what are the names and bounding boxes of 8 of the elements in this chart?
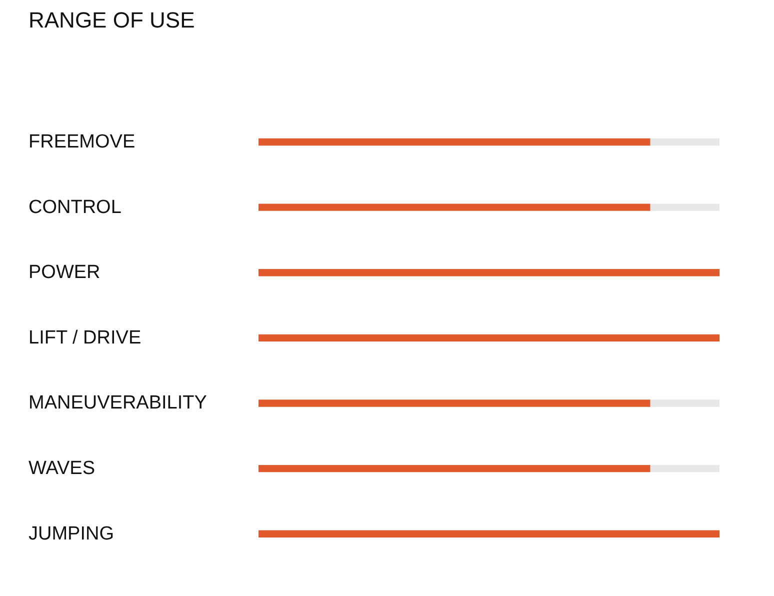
y-tick-label: MANEUVERABILITY <box>28 392 208 414</box>
y-tick-label: POWER <box>28 262 100 284</box>
y-tick-label: LIFT / DRIVE <box>28 327 142 348</box>
y-tick-label: WAVES <box>28 458 96 480</box>
y-tick-label: FREEMOVE <box>28 131 136 152</box>
chart-title: RANGE OF USE <box>28 8 195 32</box>
y-tick-label: JUMPING <box>28 523 114 544</box>
y-tick-label: CONTROL <box>28 196 122 218</box>
